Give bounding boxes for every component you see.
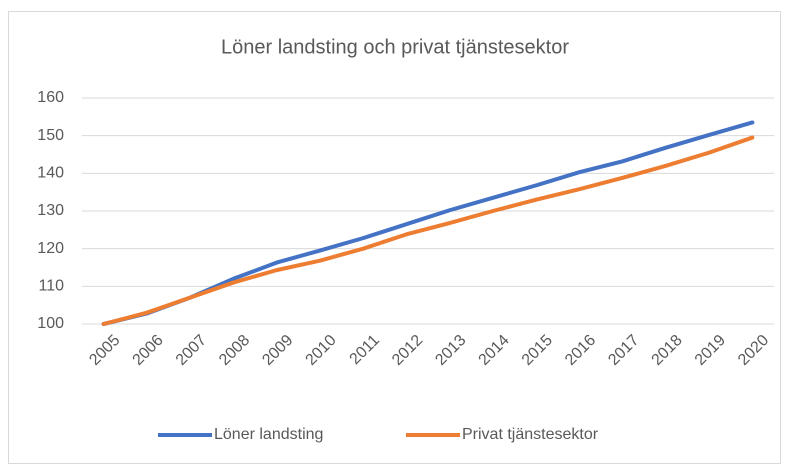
y-tick-label: 140: [37, 165, 64, 182]
y-tick-label: 160: [37, 89, 64, 106]
y-tick-label: 100: [37, 315, 64, 332]
y-tick-label: 130: [37, 202, 64, 219]
y-tick-label: 110: [38, 278, 64, 295]
y-tick-label: 120: [37, 240, 64, 257]
chart-title: Löner landsting och privat tjänstesektor: [221, 36, 569, 58]
legend-label: Privat tjänstesektor: [462, 426, 599, 443]
legend-label: Löner landsting: [214, 426, 323, 443]
line-series: [101, 135, 755, 326]
y-tick-label: 150: [37, 127, 64, 144]
